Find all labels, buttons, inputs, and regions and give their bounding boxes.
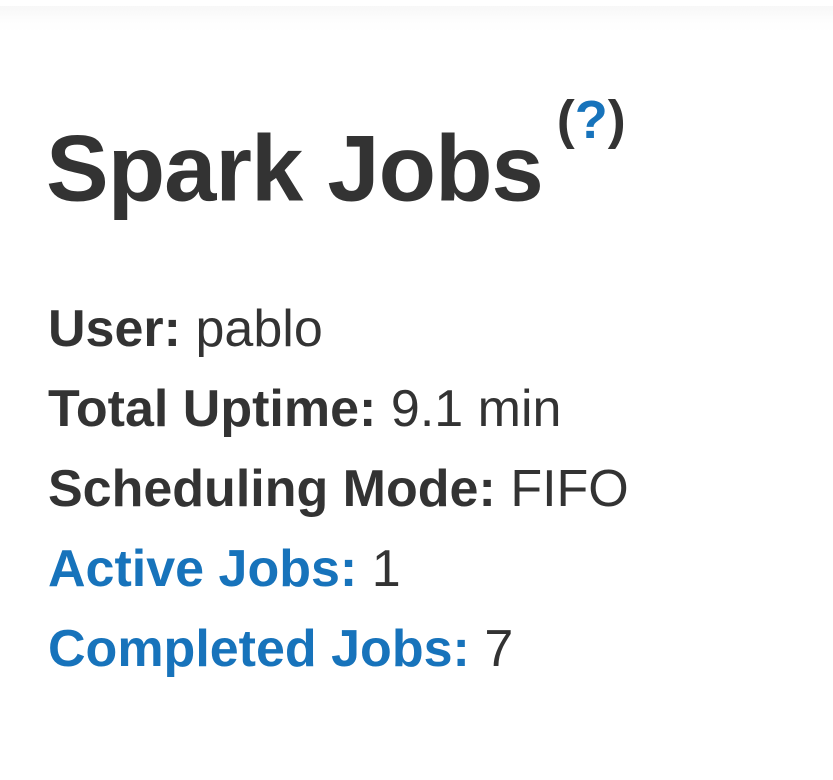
help-paren-open: (	[556, 90, 575, 150]
summary-row-active-jobs: Active Jobs: 1	[48, 529, 833, 609]
scheduling-mode-value: FIFO	[510, 460, 629, 519]
summary-row-completed-jobs: Completed Jobs: 7	[48, 609, 833, 689]
help-paren-close: )	[607, 90, 626, 150]
active-jobs-count: 1	[371, 540, 401, 599]
completed-jobs-count: 7	[484, 620, 514, 679]
help-sup: (?)	[557, 90, 626, 150]
job-summary-list: User: pablo Total Uptime: 9.1 min Scheduli…	[48, 289, 833, 689]
user-label: User:	[48, 300, 181, 359]
total-uptime-label: Total Uptime:	[48, 380, 377, 439]
completed-jobs-link[interactable]: Completed Jobs:	[48, 620, 470, 679]
summary-row-user: User: pablo	[48, 289, 833, 369]
page-title-text: Spark Jobs	[46, 115, 544, 221]
help-question-link[interactable]: ?	[574, 90, 608, 150]
scheduling-mode-label: Scheduling Mode:	[48, 460, 496, 519]
summary-row-total-uptime: Total Uptime: 9.1 min	[48, 369, 833, 449]
user-value: pablo	[195, 300, 323, 359]
page-title: Spark Jobs (?)	[46, 90, 833, 223]
active-jobs-link[interactable]: Active Jobs:	[48, 540, 358, 599]
navbar-bottom-edge	[0, 6, 833, 32]
summary-row-scheduling-mode: Scheduling Mode: FIFO	[48, 449, 833, 529]
total-uptime-value: 9.1 min	[390, 380, 562, 439]
